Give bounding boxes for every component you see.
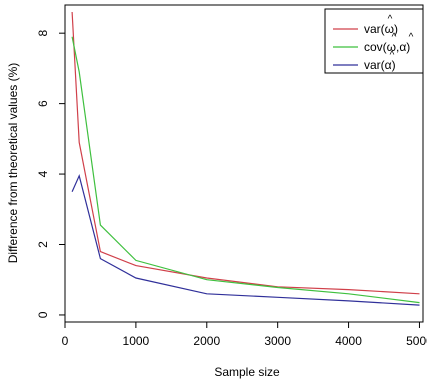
y-tick-label: 4 — [36, 170, 50, 177]
x-tick-label: 2000 — [193, 334, 220, 348]
legend-hat-2: ^ — [392, 32, 397, 43]
legend-hat-1: ^ — [388, 14, 393, 25]
y-tick-label: 0 — [36, 311, 50, 318]
y-tick-label: 6 — [36, 100, 50, 107]
y-axis-label: Difference from theoretical values (%) — [6, 63, 20, 264]
x-axis-label: Sample size — [214, 365, 280, 379]
y-tick-label: 2 — [36, 241, 50, 248]
legend-label-3: var(α) — [364, 58, 396, 72]
legend-label-1: var(ω) — [364, 22, 398, 36]
y-tick-label: 8 — [36, 30, 50, 37]
legend-label-2: cov(ω,α) — [364, 40, 410, 54]
series-line-1 — [71, 11, 420, 295]
legend: var(ω)cov(ω,α)var(α)^^ ^^ — [324, 8, 424, 74]
y-axis: 0 2 4 6 8 — [36, 30, 65, 318]
series-line-2 — [71, 36, 420, 304]
series-layer — [71, 11, 420, 306]
series-line-3 — [71, 173, 420, 306]
x-tick-label: 1000 — [123, 334, 150, 348]
legend-box — [324, 8, 424, 74]
x-tick-label: 3000 — [264, 334, 291, 348]
plot-frame — [64, 4, 424, 323]
x-tick-label: 0 — [62, 334, 69, 348]
x-tick-label: 4000 — [335, 334, 362, 348]
legend-hat-3: ^ — [409, 32, 414, 43]
legend-hat-4: ^ — [390, 50, 395, 61]
